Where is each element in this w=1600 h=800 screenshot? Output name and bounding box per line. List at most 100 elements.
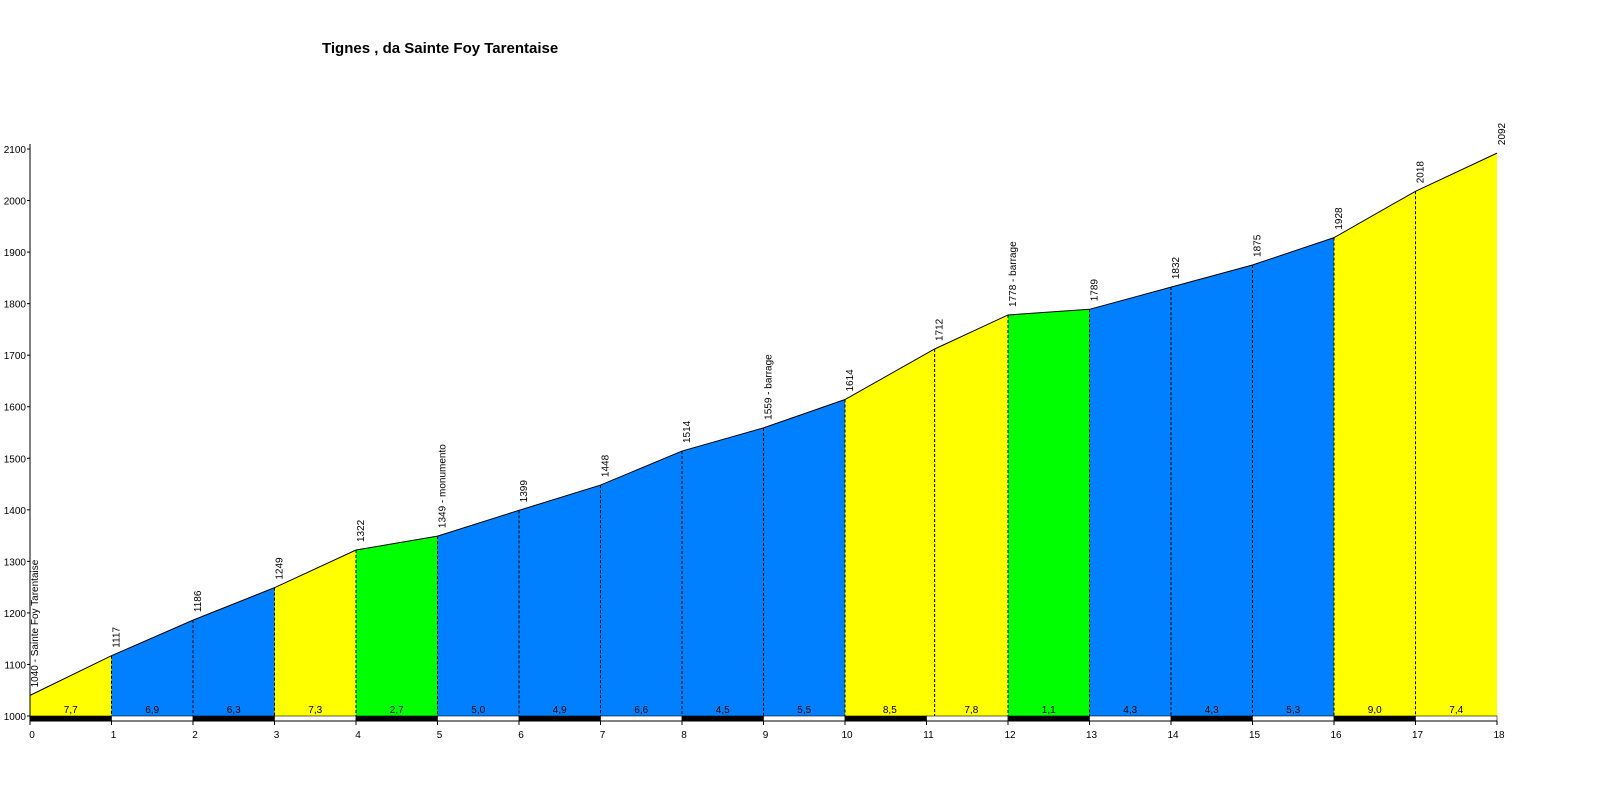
km-dividers [111, 191, 1416, 716]
y-tick-label-1200: 1200 [4, 609, 27, 620]
segment-grade-3: 6,3 [227, 705, 241, 716]
segment-grade-5: 2,7 [390, 705, 404, 716]
y-tick-label-2100: 2100 [4, 145, 27, 156]
x-tick-label-0: 0 [29, 730, 35, 741]
x-tick-label-17: 17 [1412, 730, 1424, 741]
elevation-label-5: 1349 - monumento [438, 444, 449, 528]
elevation-label-7: 1448 [601, 454, 612, 477]
elevation-label-16: 1928 [1334, 207, 1345, 230]
x-tick-label-9: 9 [763, 730, 769, 741]
x-tick-label-18: 18 [1493, 730, 1505, 741]
km-bar-1 [29, 715, 112, 722]
x-tick-label-13: 13 [1086, 730, 1098, 741]
segment-area-18 [1415, 153, 1497, 716]
km-bar-4 [274, 715, 357, 722]
x-tick-label-4: 4 [355, 730, 361, 741]
x-tick-label-15: 15 [1249, 730, 1261, 741]
segment-grade-17: 9,0 [1368, 705, 1382, 716]
km-bar-9 [681, 715, 764, 722]
y-tick-label-1000: 1000 [4, 712, 27, 723]
y-tick-label-1500: 1500 [4, 454, 27, 465]
segment-areas [30, 153, 1497, 716]
x-tick-label-5: 5 [437, 730, 443, 741]
km-bar-17 [1333, 715, 1416, 722]
elevation-label-6: 1399 [519, 480, 530, 503]
km-bar-14 [1089, 715, 1172, 722]
chart-title: Tignes , da Sainte Foy Tarentaise [322, 40, 559, 57]
segment-area-12 [934, 314, 1008, 716]
km-bar-13 [1007, 715, 1090, 722]
elevation-label-4: 1322 [356, 519, 367, 542]
x-tick-label-10: 10 [841, 730, 853, 741]
km-bar-8 [600, 715, 683, 722]
x-tick-label-1: 1 [111, 730, 117, 741]
km-bar-2 [111, 715, 194, 722]
y-tick-label-1900: 1900 [4, 248, 27, 259]
segment-grade-13: 1,1 [1042, 705, 1056, 716]
y-tick-label-2000: 2000 [4, 197, 27, 208]
segment-grade-6: 5,0 [471, 705, 485, 716]
km-bar-18 [1415, 715, 1498, 722]
km-bar-10 [763, 715, 846, 722]
segment-area-5 [356, 536, 438, 716]
km-bar-3 [192, 715, 275, 722]
x-tick-label-16: 16 [1330, 730, 1342, 741]
elevation-label-9: 1559 - barrage [764, 354, 775, 420]
km-bar-6 [437, 715, 520, 722]
elevation-label-11: 1712 [935, 318, 946, 341]
elevation-label-12: 1778 - barrage [1008, 241, 1019, 307]
segment-area-15 [1171, 264, 1253, 716]
elevation-label-1: 1117 [112, 626, 123, 647]
x-tick-label-3: 3 [274, 730, 280, 741]
segment-area-10 [763, 399, 845, 716]
elevation-label-10: 1614 [845, 369, 856, 392]
segment-grades: 7,7 6,9 6,3 7,3 2,7 5,0 4,9 6,6 4,5 5,5 8,5 7,8 1,1 4… [64, 705, 1464, 716]
segment-area-8 [600, 451, 682, 716]
segment-area-9 [682, 427, 764, 716]
segment-grade-18: 7,4 [1449, 705, 1463, 716]
x-tick-label-6: 6 [518, 730, 524, 741]
y-tick-label-1100: 1100 [4, 660, 26, 671]
segment-grade-7: 4,9 [553, 705, 567, 716]
elevation-label-3: 1249 [275, 557, 286, 580]
segment-area-6 [437, 510, 519, 716]
elevation-label-13: 1789 [1090, 279, 1101, 302]
x-tick-label-11: 11 [923, 730, 934, 741]
elevation-label-15: 1875 [1253, 234, 1264, 257]
segment-area-16 [1252, 237, 1334, 716]
segment-grade-9: 4,5 [716, 705, 730, 716]
elevation-label-14: 1832 [1171, 256, 1182, 279]
segment-area-3 [193, 587, 275, 716]
segment-grade-15: 4,3 [1205, 705, 1219, 716]
km-scale-bar [29, 715, 1498, 722]
elevation-label-18: 2092 [1497, 122, 1508, 145]
km-bar-7 [518, 715, 601, 722]
y-tick-label-1600: 1600 [4, 403, 27, 414]
profile-line [29, 152, 1498, 696]
segment-area-17 [1334, 191, 1416, 716]
x-tick-label-8: 8 [681, 730, 687, 741]
x-tick-label-2: 2 [192, 730, 198, 741]
y-tick-label-1700: 1700 [4, 351, 27, 362]
y-tick-label-1400: 1400 [4, 506, 27, 517]
segment-grade-16: 5,3 [1286, 705, 1300, 716]
x-tick-label-7: 7 [600, 730, 606, 741]
segment-grade-4: 7,3 [308, 705, 322, 716]
km-bar-12 [926, 715, 1009, 722]
x-tick-label-12: 12 [1004, 730, 1016, 741]
x-axis-ticks: 0 1 2 3 4 5 6 7 8 9 10 11 12 13 14 15 16 17 18 [29, 721, 1505, 741]
elevation-labels: 1040 - Sainte Foy Tarentaise 1117 1186 1249… [30, 122, 1508, 687]
y-axis-ticks: 1000 1100 1200 1300 1400 1500 1600 1700 1800 1900… [4, 145, 30, 723]
km-bar-11 [844, 715, 927, 722]
elevation-label-2: 1186 [193, 590, 204, 612]
segment-grade-8: 6,6 [634, 705, 648, 716]
elevation-label-0: 1040 - Sainte Foy Tarentaise [30, 559, 41, 687]
segment-area-2 [111, 620, 193, 716]
segment-grade-1: 7,7 [64, 705, 78, 716]
x-tick-label-14: 14 [1167, 730, 1179, 741]
y-tick-label-1300: 1300 [4, 557, 27, 568]
y-tick-label-1800: 1800 [4, 300, 27, 311]
segment-area-14 [1089, 287, 1171, 716]
segment-grade-2: 6,9 [145, 705, 159, 716]
